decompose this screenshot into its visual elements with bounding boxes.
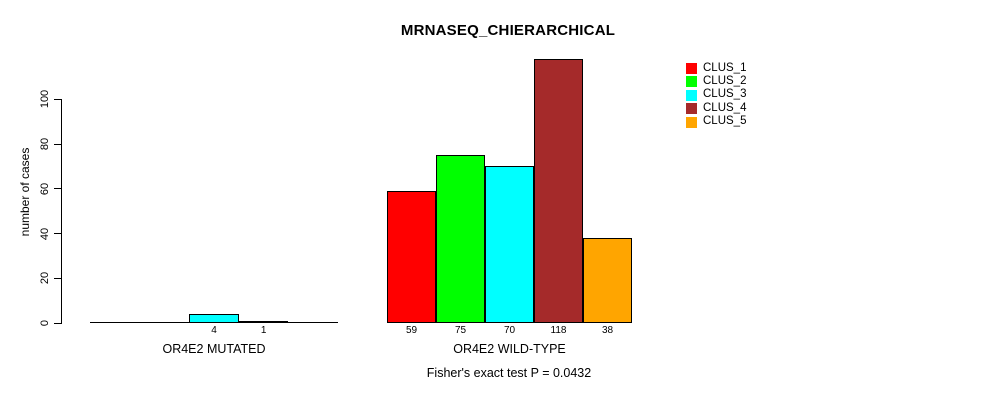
bar-value-label: 1: [260, 325, 267, 336]
y-axis-tick-label: 80: [39, 137, 51, 151]
y-axis-tick: [54, 143, 61, 145]
y-axis-tick: [54, 233, 61, 235]
y-axis-tick: [54, 98, 61, 100]
bar-value-label: 75: [454, 325, 467, 336]
y-axis-tick-label: 20: [39, 272, 51, 285]
bar-clus_4-group1: [238, 320, 289, 323]
legend-swatch-clus_5: [686, 116, 697, 128]
bar-clus_5-group1-zero: [288, 322, 338, 323]
legend-label-clus_3: CLUS_3: [703, 88, 747, 101]
legend-swatch-clus_1: [686, 63, 697, 74]
x-category-label: OR4E2 MUTATED: [162, 342, 266, 356]
bar-clus_5-group2: [583, 238, 632, 323]
bar-value-label: 59: [405, 325, 418, 336]
legend-swatch-clus_4: [686, 103, 697, 115]
bar-clus_2-group1-zero: [139, 322, 190, 323]
bar-value-label: 38: [601, 325, 614, 336]
legend-label-clus_5: CLUS_5: [703, 115, 747, 128]
y-axis-tick: [54, 188, 61, 190]
y-axis-tick-label: 40: [39, 227, 51, 240]
bar-value-label: 4: [211, 325, 217, 336]
bar-clus_3-group2: [485, 166, 534, 323]
y-axis-tick-label: 0: [39, 319, 51, 327]
x-category-label: OR4E2 WILD-TYPE: [453, 342, 566, 356]
bar-value-label: 118: [550, 325, 567, 336]
bar-clus_1-group1-zero: [90, 322, 140, 323]
bar-clus_4-group2: [534, 59, 583, 323]
bar-clus_1-group2: [387, 191, 436, 323]
y-axis-tick-label: 60: [39, 182, 51, 195]
legend-swatch-clus_2: [686, 76, 697, 88]
legend-label-clus_1: CLUS_1: [703, 61, 747, 74]
y-axis-tick-label: 100: [39, 90, 51, 109]
bar-clus_3-group1: [189, 314, 239, 323]
bar-clus_2-group2: [436, 155, 485, 323]
annotation-text: Fisher's exact test P = 0.0432: [426, 366, 592, 380]
legend-label-clus_4: CLUS_4: [703, 101, 747, 114]
legend-label-clus_2: CLUS_2: [703, 74, 747, 87]
y-axis-tick: [54, 277, 61, 279]
bar-value-label: 70: [503, 325, 516, 336]
chart-title: MRNASEQ_CHIERARCHICAL: [400, 22, 616, 39]
legend-swatch-clus_3: [686, 89, 697, 101]
y-axis-tick: [54, 322, 61, 324]
y-axis-line: [61, 99, 62, 324]
